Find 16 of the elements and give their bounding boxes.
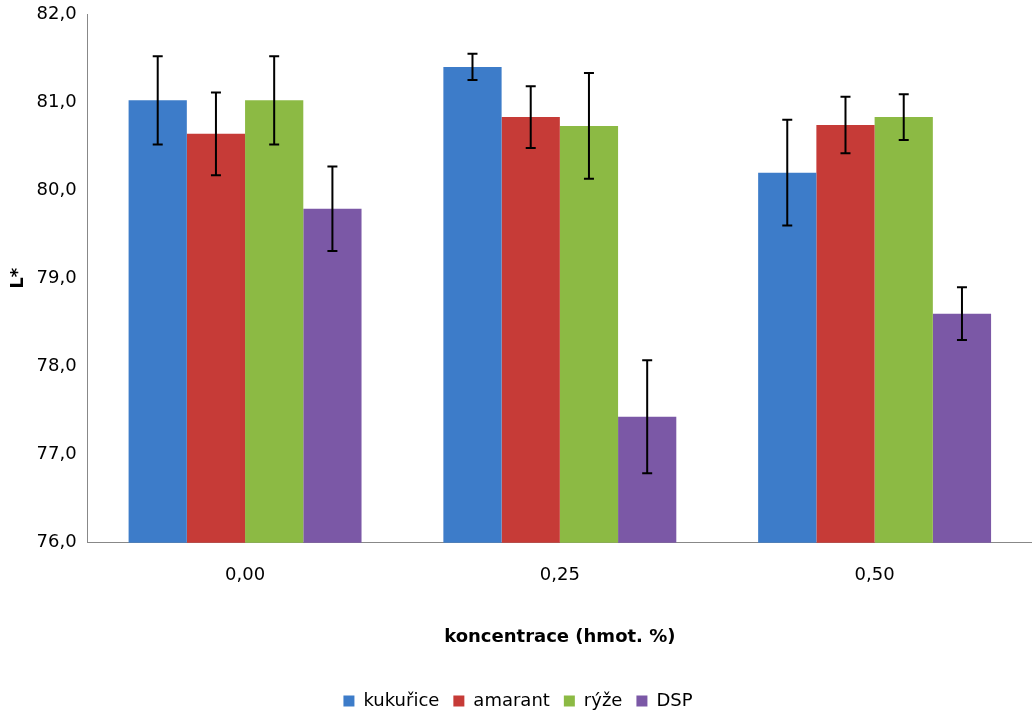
y-tick-label: 76,0 [36, 530, 77, 552]
x-tick-label: 0,50 [854, 563, 895, 585]
x-axis-title: koncentrace (hmot. %) [444, 624, 676, 646]
x-tick-label: 0,25 [539, 563, 580, 585]
y-tick-label: 78,0 [36, 354, 77, 376]
y-tick-label: 77,0 [36, 442, 77, 464]
x-tick-label: 0,00 [225, 563, 266, 585]
legend-label: DSP [656, 688, 693, 710]
y-tick-label: 79,0 [36, 266, 77, 288]
y-tick-label: 82,0 [36, 1, 77, 23]
legend-label: amarant [473, 688, 550, 710]
y-tick-label: 81,0 [36, 89, 77, 111]
y-axis-title: L* [6, 267, 28, 289]
legend-label: rýže [583, 688, 623, 710]
y-tick-label: 80,0 [36, 177, 77, 199]
legend-label: kukuřice [363, 688, 440, 710]
